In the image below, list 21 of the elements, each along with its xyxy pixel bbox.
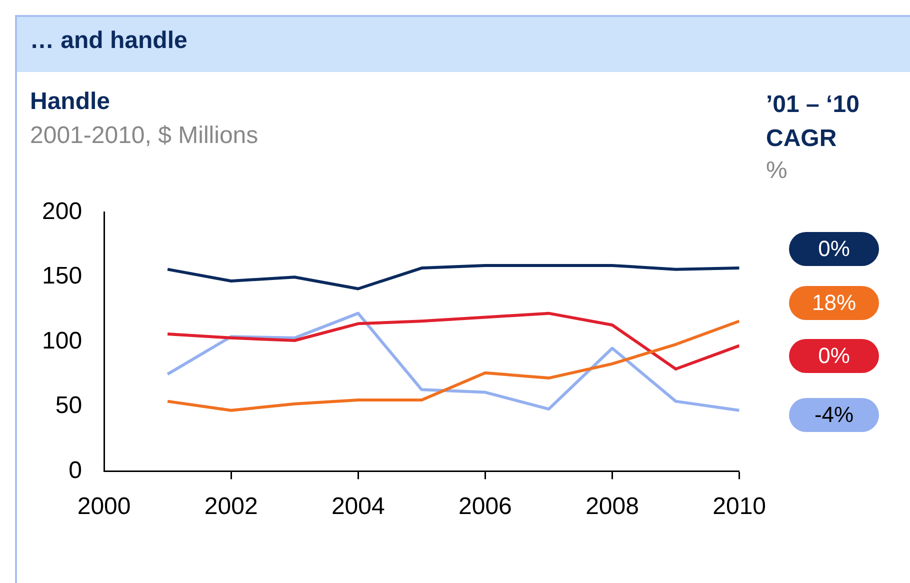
- x-tick-label: 2004: [331, 493, 385, 520]
- text: -4%: [789, 398, 879, 432]
- text: 18%: [789, 286, 879, 320]
- y-tick-label: 50: [55, 392, 82, 420]
- x-tick-label: 2002: [204, 493, 258, 520]
- chart-title: … and handle: [30, 27, 188, 55]
- y-tick-label: 100: [42, 327, 82, 354]
- chart-subtitle: Handle: [30, 88, 110, 116]
- x-tick-label: 2006: [458, 493, 512, 520]
- x-tick-label: 2000: [77, 493, 131, 520]
- text: 0%: [789, 232, 879, 266]
- text: 0%: [789, 339, 879, 373]
- x-tick-label: 2010: [712, 493, 766, 520]
- y-tick-label: 150: [42, 262, 82, 290]
- text: ’01 – ‘10: [766, 90, 860, 120]
- y-tick-label: 0: [68, 456, 82, 484]
- y-axis-title: 2001-2010, $ Millions: [30, 122, 258, 150]
- text: CAGR: [766, 124, 838, 154]
- text: %: [766, 157, 788, 185]
- x-tick-label: 2008: [586, 493, 639, 520]
- y-tick-label: 200: [42, 198, 82, 226]
